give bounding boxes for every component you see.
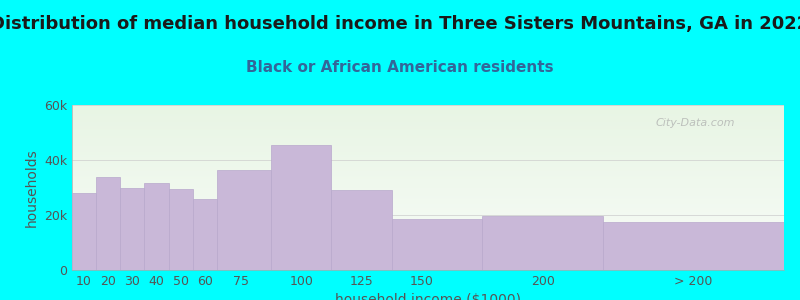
Bar (120, 188, 145, 270)
Bar (145, 183, 169, 270)
Bar (603, 222, 784, 270)
Bar (96, 176, 120, 270)
Text: Distribution of median household income in Three Sisters Mountains, GA in 2022: Distribution of median household income … (0, 15, 800, 33)
Text: City-Data.com: City-Data.com (656, 118, 735, 128)
Bar (331, 190, 392, 270)
Bar (392, 219, 482, 270)
Bar (72, 193, 96, 270)
Bar (193, 199, 217, 270)
Bar (217, 169, 271, 270)
Bar (271, 145, 331, 270)
Bar (169, 189, 193, 270)
Y-axis label: households: households (25, 148, 38, 227)
Bar (482, 216, 603, 270)
X-axis label: household income ($1000): household income ($1000) (335, 293, 521, 300)
Text: Black or African American residents: Black or African American residents (246, 60, 554, 75)
